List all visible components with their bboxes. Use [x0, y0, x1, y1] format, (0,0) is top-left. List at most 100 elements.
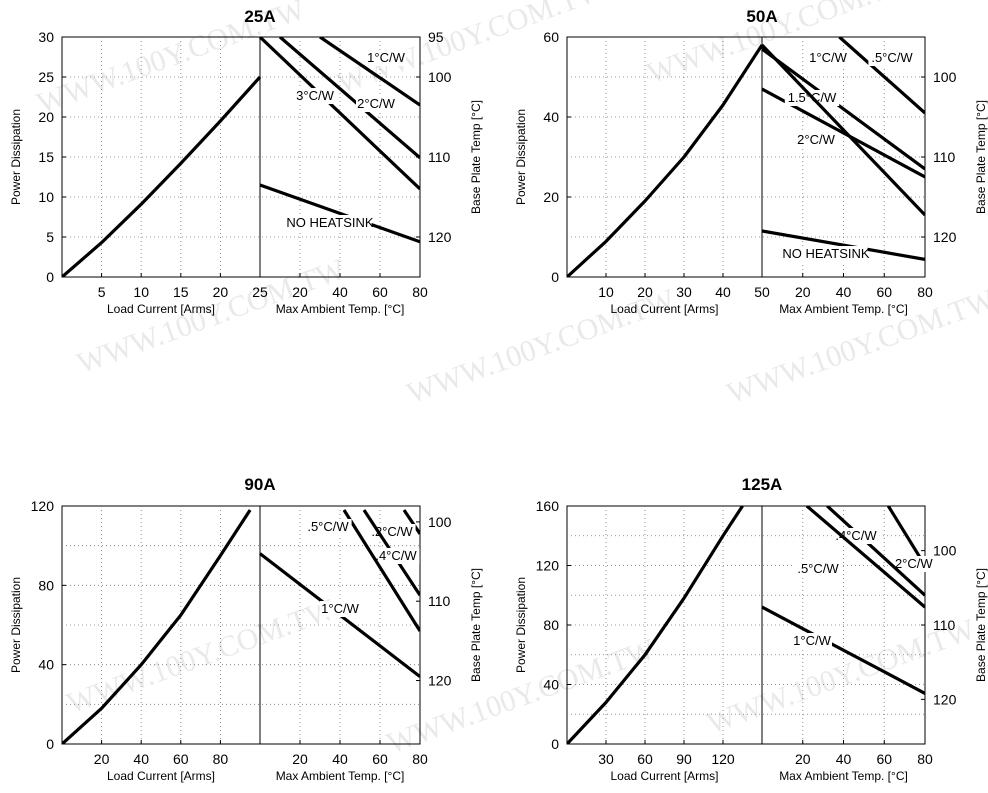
y-tick-label: 15	[38, 149, 54, 165]
y-axis-label-left: Power Dissipation	[9, 577, 23, 673]
curve-label-bg	[808, 50, 848, 66]
y-tick-label: 80	[543, 617, 559, 633]
curve-label-bg	[288, 215, 372, 231]
x-axis-label-right: Max Ambient Temp. [°C]	[779, 769, 908, 783]
temp-tick-label: 100	[933, 543, 957, 559]
curve-label: NO HEATSINK	[782, 246, 869, 261]
y-tick-label: 20	[543, 189, 559, 205]
x-tick-label: 60	[876, 284, 892, 300]
thermal-resistance-line	[761, 229, 925, 261]
temp-tick-label: 120	[933, 229, 957, 245]
y-tick-label: 40	[543, 677, 559, 693]
chart-title: 90A	[244, 475, 275, 494]
x-axis-label-left: Load Current [Arms]	[107, 769, 215, 783]
curve-label-bg	[868, 50, 916, 66]
curve-label-bg	[356, 96, 396, 112]
thermal-resistance-line	[805, 506, 925, 609]
temp-tick-label: 120	[428, 673, 452, 689]
y-axis-label-right: Base Plate Temp [°C]	[469, 568, 483, 682]
x-tick-label: 5	[98, 284, 106, 300]
y-axis-label-right: Base Plate Temp [°C]	[974, 568, 988, 682]
curve-label-bg	[792, 633, 832, 649]
power-dissipation-curve	[567, 506, 744, 744]
x-axis-label-left: Load Current [Arms]	[610, 769, 718, 783]
x-tick-label: 50	[754, 284, 770, 300]
x-tick-label: 60	[637, 751, 653, 767]
curve-label-bg	[794, 561, 842, 577]
y-axis-label-right: Base Plate Temp [°C]	[974, 100, 988, 214]
curve-label: .5°C/W	[797, 561, 839, 576]
x-tick-label: 60	[173, 751, 189, 767]
temp-tick-label: 110	[428, 149, 451, 165]
y-tick-label: 5	[46, 229, 54, 245]
y-tick-label: 30	[38, 29, 54, 45]
x-tick-label: 20	[795, 751, 811, 767]
x-tick-label: 20	[292, 284, 308, 300]
y-tick-label: 25	[38, 69, 54, 85]
temp-tick-label: 110	[428, 593, 451, 609]
x-tick-label: 80	[917, 284, 933, 300]
thermal-resistance-line	[259, 183, 420, 244]
x-tick-label: 20	[795, 284, 811, 300]
curve-label: 1°C/W	[321, 601, 359, 616]
curve-label-bg	[784, 246, 868, 262]
x-tick-label: 40	[836, 284, 852, 300]
x-tick-label: 60	[372, 751, 388, 767]
x-tick-label: 30	[598, 751, 614, 767]
temp-tick-label: 95	[428, 29, 444, 45]
curve-label-bg	[888, 556, 936, 572]
curve-label-bg	[295, 88, 335, 104]
y-tick-label: 0	[551, 269, 559, 285]
curve-label-bg	[366, 50, 406, 66]
y-tick-label: 60	[543, 29, 559, 45]
chart-title: 125A	[742, 475, 783, 494]
y-axis-label-left: Power Dissipation	[9, 109, 23, 205]
curve-label: .4°C/W	[375, 548, 417, 563]
power-dissipation-curve	[62, 75, 262, 277]
thermal-resistance-line	[402, 509, 420, 535]
y-tick-label: 160	[536, 498, 560, 514]
x-tick-label: 10	[133, 284, 149, 300]
power-dissipation-curve	[567, 44, 764, 277]
x-tick-label: 30	[676, 284, 692, 300]
temp-tick-label: 100	[428, 514, 452, 530]
chart-panel-125a: 0 40 80 120 160 30 60 90 120 20 40 60 80 100 110 120 125…	[514, 475, 988, 783]
y-tick-label: 20	[38, 109, 54, 125]
x-tick-label: 20	[94, 751, 110, 767]
y-tick-label: 0	[46, 736, 54, 752]
curve-label: 2°C/W	[797, 132, 835, 147]
x-tick-label: 80	[213, 751, 229, 767]
x-tick-label: 20	[213, 284, 229, 300]
y-tick-label: 0	[551, 736, 559, 752]
y-tick-label: 40	[38, 657, 54, 673]
y-tick-label: 40	[543, 109, 559, 125]
thermal-resistance-line	[278, 37, 420, 160]
x-tick-label: 80	[412, 284, 428, 300]
curve-label: .5°C/W	[307, 519, 349, 534]
x-tick-label: 40	[133, 751, 149, 767]
thermal-resistance-line	[826, 506, 925, 597]
temp-tick-label: 100	[428, 69, 452, 85]
y-tick-label: 0	[46, 269, 54, 285]
x-tick-label: 80	[412, 751, 428, 767]
x-axis-label-right: Max Ambient Temp. [°C]	[276, 769, 405, 783]
temp-tick-label: 110	[933, 617, 956, 633]
temp-tick-label: 100	[933, 69, 957, 85]
x-axis-label-left: Load Current [Arms]	[610, 302, 718, 316]
thermal-resistance-line	[258, 37, 420, 191]
temp-tick-label: 120	[428, 229, 452, 245]
x-axis-label-right: Max Ambient Temp. [°C]	[779, 302, 908, 316]
thermal-resistance-line	[760, 43, 925, 217]
chart-panel-90a: 0 40 80 120 20 40 60 80 20 40 60 80 100 110 120 90A Load…	[9, 475, 483, 783]
x-tick-label: 60	[876, 751, 892, 767]
curve-label: 2°C/W	[357, 96, 395, 111]
y-axis-label-left: Power Dissipation	[514, 577, 528, 673]
y-tick-label: 120	[536, 558, 560, 574]
curve-label-bg	[304, 519, 352, 535]
power-dissipation-curve	[62, 509, 252, 744]
curve-label: 3°C/W	[296, 88, 334, 103]
x-tick-label: 90	[676, 751, 692, 767]
curve-label: 1°C/W	[793, 633, 831, 648]
curve-label-bg	[796, 132, 836, 148]
